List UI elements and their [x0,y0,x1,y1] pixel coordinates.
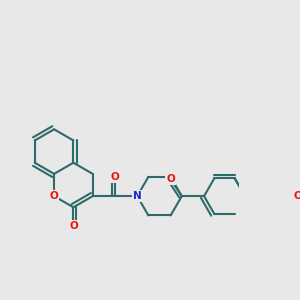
Text: O: O [111,172,119,182]
Text: O: O [166,174,175,184]
Text: N: N [133,191,142,201]
Text: O: O [50,191,58,201]
Text: O: O [69,221,78,231]
Text: O: O [294,191,300,201]
